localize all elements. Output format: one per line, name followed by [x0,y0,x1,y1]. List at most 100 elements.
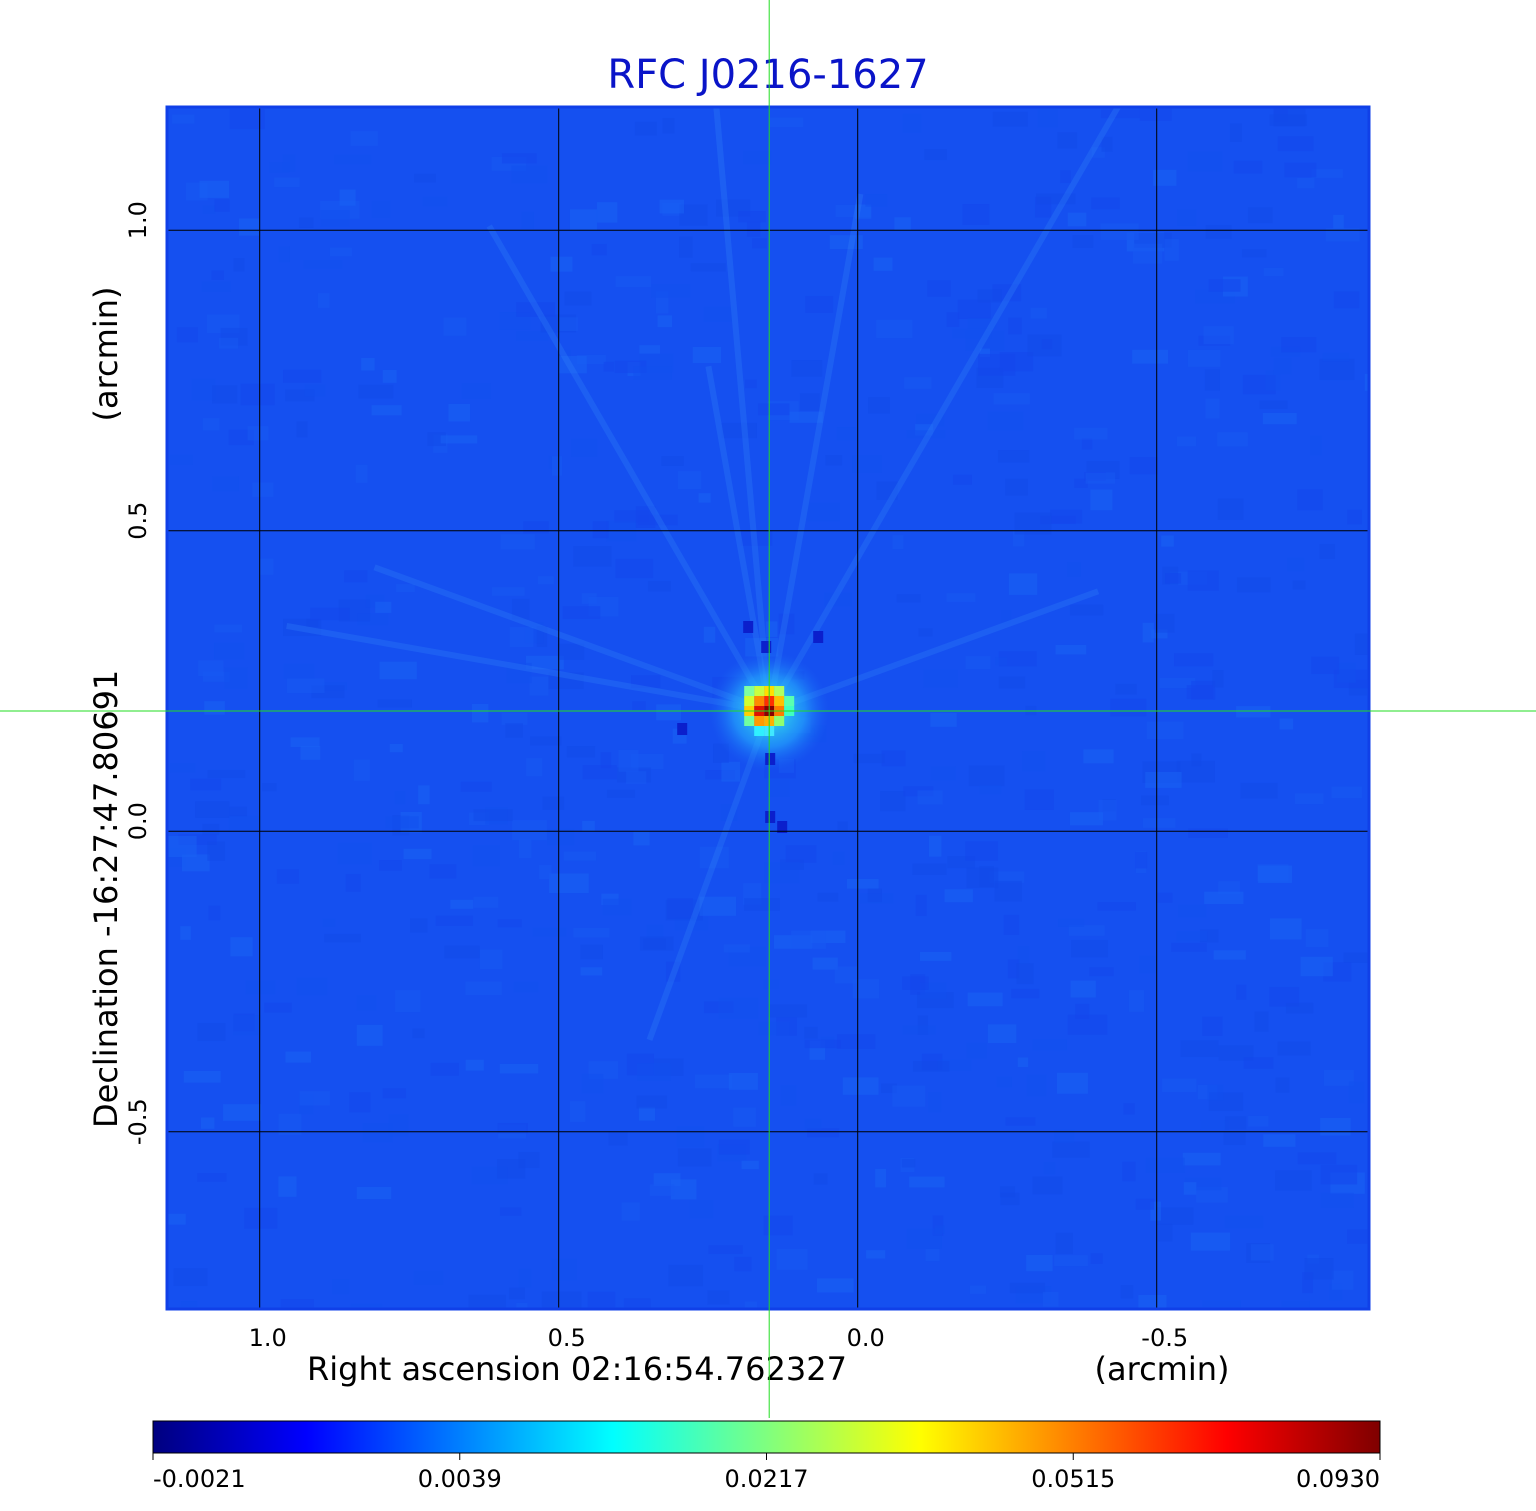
noise-patch [928,1092,942,1113]
y-tick-label: 0.0 [124,802,152,840]
noise-patch [633,830,650,846]
noise-patch [615,558,654,579]
noise-patch [320,210,350,227]
noise-patch [876,481,898,500]
noise-patch [635,506,656,528]
noise-patch [912,863,947,875]
noise-patch [201,1117,215,1129]
noise-patch [444,945,480,959]
noise-patch [183,1070,221,1083]
noise-patch [912,1060,950,1072]
noise-patch [868,397,890,414]
noise-patch [573,927,610,938]
noise-patch [212,385,238,404]
noise-patch [1123,1103,1135,1115]
noise-patch [1176,931,1208,942]
noise-patch [344,570,368,583]
noise-patch [1354,633,1369,655]
noise-patch [1277,1041,1311,1056]
noise-patch [1297,1152,1337,1165]
noise-patch [1043,1162,1056,1175]
noise-patch [1156,1207,1194,1225]
noise-patch [1323,1069,1354,1086]
noise-patch [662,117,675,134]
noise-patch [1178,904,1207,918]
noise-patch [1294,793,1324,805]
noise-patch [1090,1253,1103,1264]
noise-patch [1183,1182,1197,1195]
noise-patch [842,1077,879,1095]
noise-patch [1067,212,1087,227]
noise-patch [757,403,790,416]
noise-patch [525,655,564,670]
noise-patch [906,430,946,439]
noise-patch [285,1051,312,1063]
noise-patch [1055,1232,1073,1255]
noise-patch [450,899,474,909]
noise-patch [979,865,994,887]
noise-patch [1030,307,1047,319]
noise-patch [460,781,492,792]
noise-patch [944,889,973,903]
noise-patch [837,821,848,832]
noise-patch [1100,223,1139,240]
noise-patch [728,1072,758,1090]
noise-patch [1331,1270,1354,1290]
noise-patch [229,806,248,817]
noise-patch [1320,1118,1351,1136]
noise-patch [418,785,430,805]
noise-patch [1275,1170,1312,1191]
noise-patch [211,270,224,280]
noise-patch [516,1302,528,1309]
noise-patch [296,421,308,438]
noise-patch [303,260,343,269]
noise-patch [661,456,684,466]
noise-patch [1236,706,1271,718]
noise-patch [824,592,852,607]
noise-patch [280,1299,314,1309]
noise-patch [638,1106,656,1121]
noise-patch [817,1278,854,1293]
noise-patch [1187,570,1219,591]
noise-patch [1333,291,1360,309]
noise-patch [1213,950,1246,960]
noise-patch [1164,238,1179,261]
noise-patch [532,927,567,937]
noise-patch [967,317,997,329]
noise-patch [499,1207,522,1216]
noise-patch [721,422,757,439]
noise-patch [1250,1244,1274,1261]
noise-patch [1091,197,1120,210]
noise-patch [559,356,587,374]
noise-patch [1279,718,1294,730]
noise-patch [1304,1258,1334,1280]
noise-patch [479,949,503,970]
noise-patch [1139,107,1172,121]
noise-patch [233,1015,262,1036]
noise-patch [195,801,230,818]
noise-patch [244,1207,278,1229]
noise-patch [170,763,196,773]
noise-patch [371,405,402,416]
noise-patch [881,750,906,767]
noise-patch [394,791,406,805]
noise-patch [581,1073,604,1094]
noise-patch [261,783,277,792]
noise-patch [264,1002,292,1013]
noise-patch [1115,683,1137,695]
noise-patch [626,771,647,784]
noise-patch [1135,1198,1155,1210]
noise-patch [873,257,893,271]
noise-patch [600,752,612,769]
noise-patch [224,667,248,689]
noise-patch [606,789,636,798]
noise-patch [180,926,191,940]
noise-patch [310,607,350,621]
noise-patch [1273,357,1292,375]
noise-patch [989,871,1025,883]
noise-patch [1191,753,1202,767]
noise-patch [621,1202,640,1221]
noise-patch [550,256,573,272]
noise-patch [1284,162,1317,178]
noise-patch [917,790,943,805]
